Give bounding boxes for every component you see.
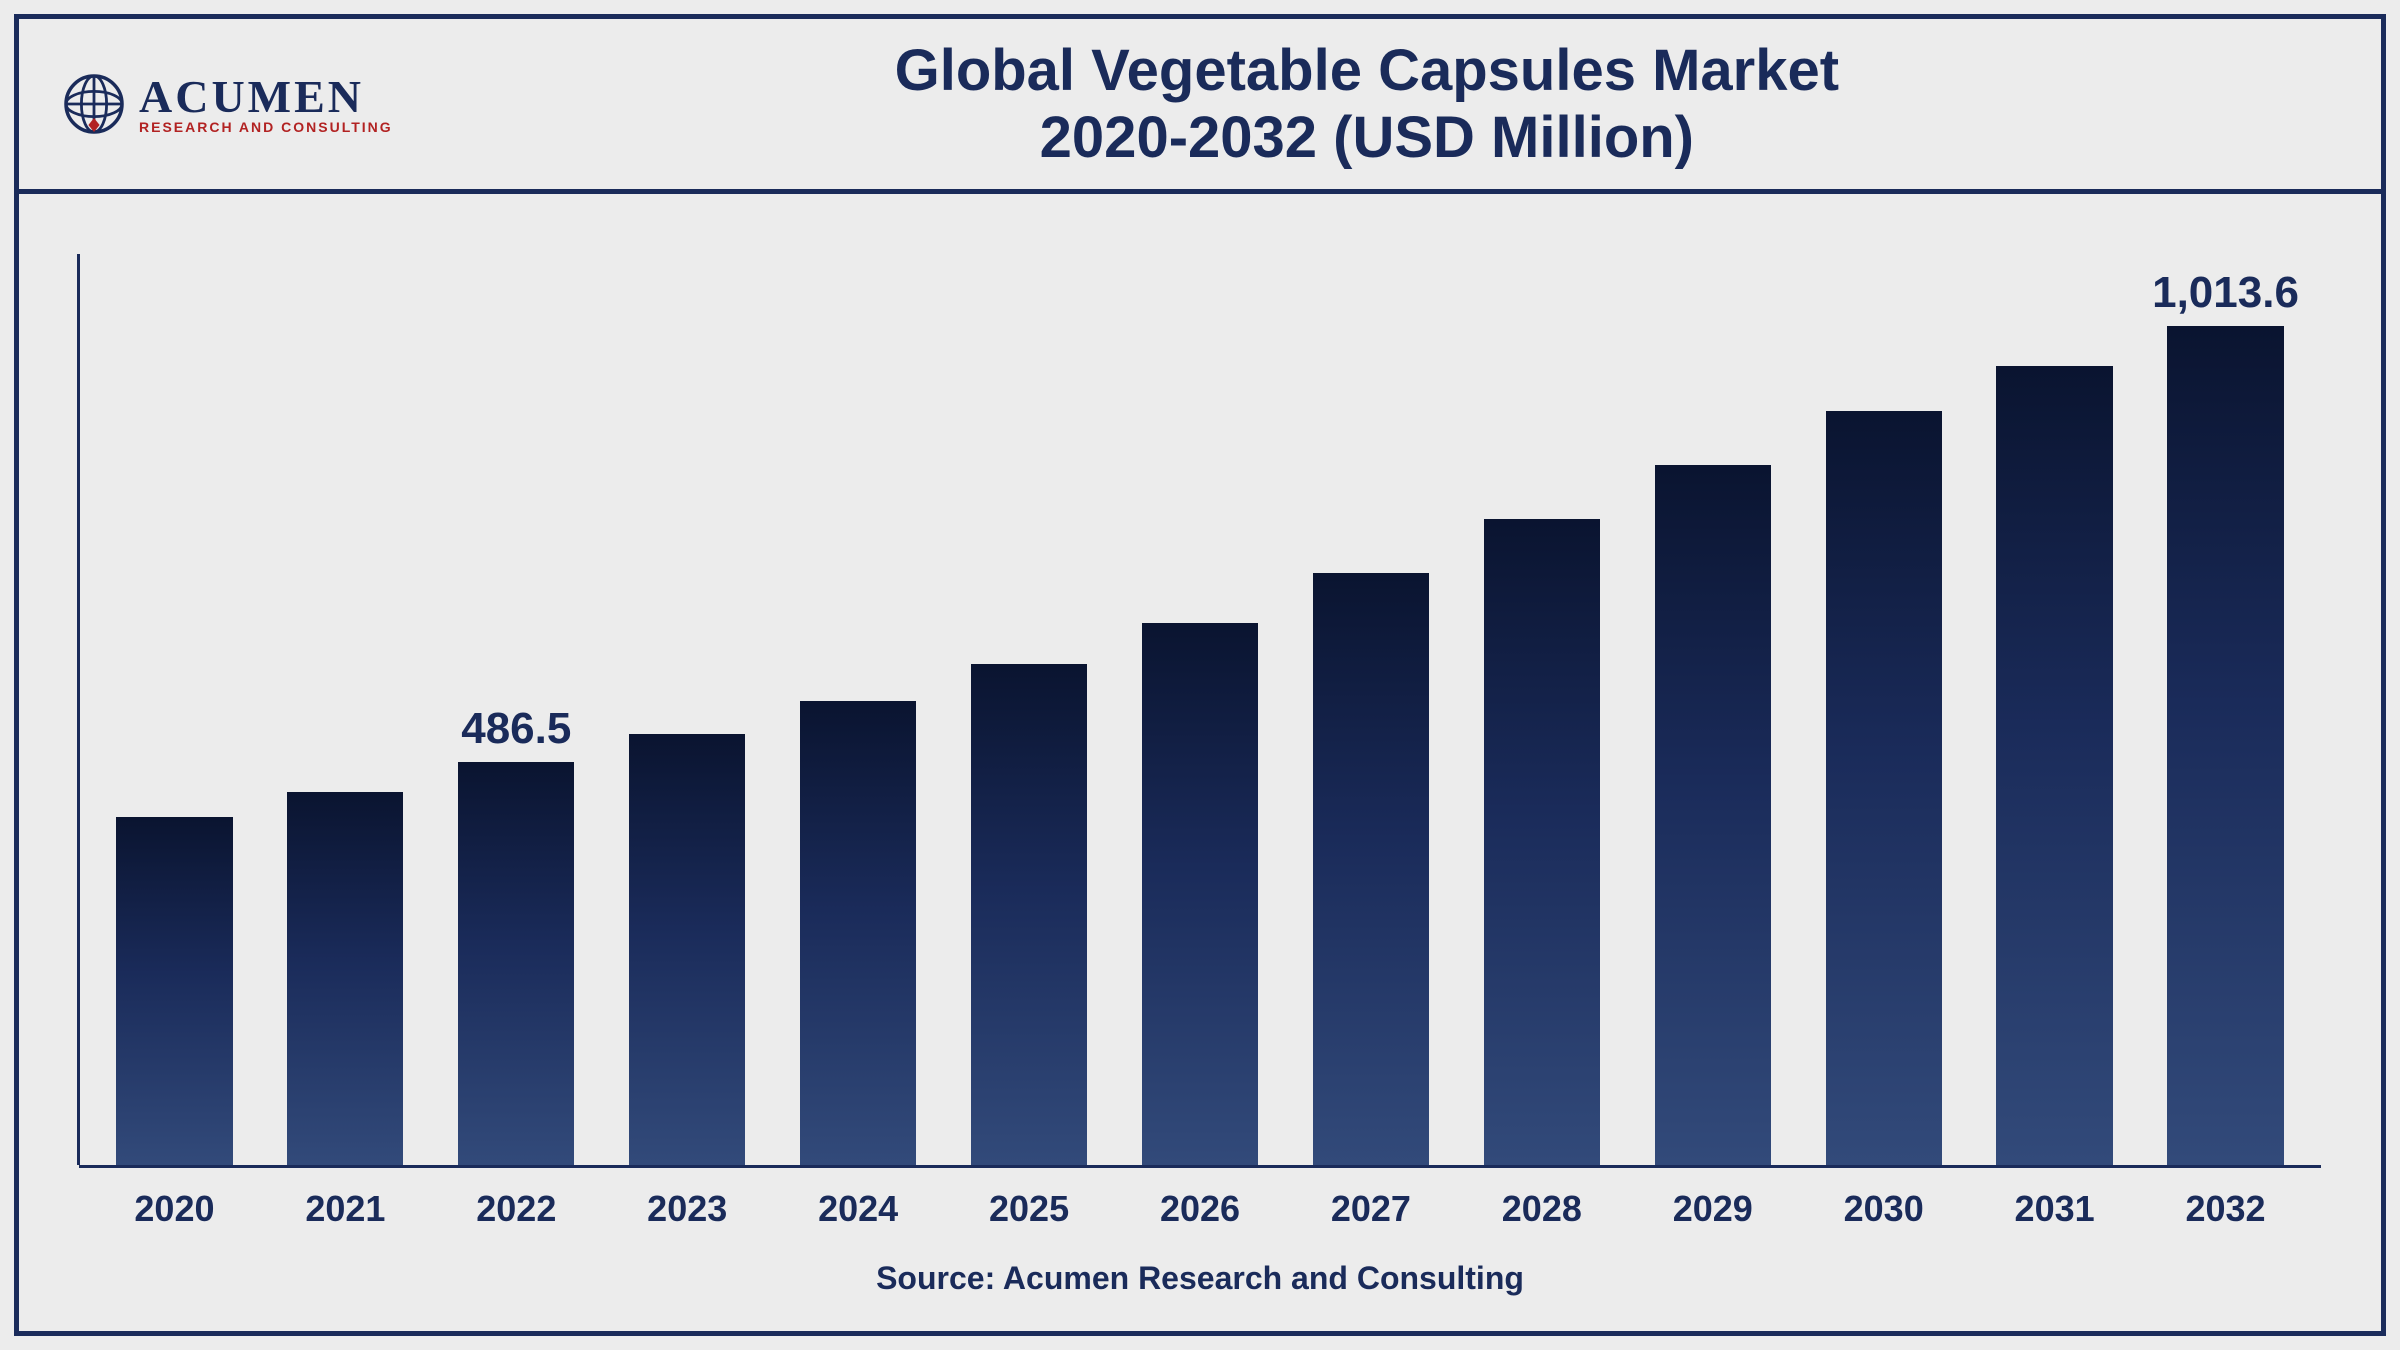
globe-icon: [59, 69, 129, 139]
bar: [1313, 573, 1429, 1165]
x-tick-label: 2023: [602, 1188, 773, 1230]
x-tick-label: 2026: [1115, 1188, 1286, 1230]
x-tick-label: 2020: [89, 1188, 260, 1230]
logo-sub: RESEARCH AND CONSULTING: [139, 120, 393, 134]
x-tick-label: 2024: [773, 1188, 944, 1230]
bar: [629, 734, 745, 1165]
title-line-1: Global Vegetable Capsules Market: [393, 37, 2341, 104]
logo-main: ACUMEN: [139, 74, 393, 120]
bar: [800, 701, 916, 1165]
plot-area: 486.5 1,013.6: [79, 254, 2321, 1168]
title-line-2: 2020-2032 (USD Million): [393, 104, 2341, 171]
bar-slot: [89, 254, 260, 1165]
source-text: Source: Acumen Research and Consulting: [79, 1260, 2321, 1311]
bar-slot: [1627, 254, 1798, 1165]
x-tick-label: 2022: [431, 1188, 602, 1230]
bar-slot: 1,013.6: [2140, 254, 2311, 1165]
x-tick-label: 2030: [1798, 1188, 1969, 1230]
x-tick-label: 2021: [260, 1188, 431, 1230]
x-tick-label: 2029: [1627, 1188, 1798, 1230]
x-tick-label: 2031: [1969, 1188, 2140, 1230]
bar: [1996, 366, 2112, 1165]
x-tick-label: 2025: [944, 1188, 1115, 1230]
bar-value-label: 486.5: [461, 704, 571, 762]
bar-slot: [260, 254, 431, 1165]
bar-slot: [773, 254, 944, 1165]
bars-container: 486.5 1,013.6: [79, 254, 2321, 1165]
bar-slot: [602, 254, 773, 1165]
x-tick-label: 2027: [1285, 1188, 1456, 1230]
logo: ACUMEN RESEARCH AND CONSULTING: [59, 69, 393, 139]
bar-slot: [1456, 254, 1627, 1165]
title-wrap: Global Vegetable Capsules Market 2020-20…: [393, 37, 2341, 171]
bar: [1484, 519, 1600, 1165]
x-axis: 2020202120222023202420252026202720282029…: [79, 1168, 2321, 1260]
bar-value-label: 1,013.6: [2152, 268, 2299, 326]
bar: [971, 664, 1087, 1165]
chart-zone: 486.51,013.6 202020212022202320242025202…: [19, 194, 2381, 1331]
bar: [1142, 623, 1258, 1165]
bar: 486.5: [458, 762, 574, 1165]
bar: [287, 792, 403, 1165]
bar-slot: [1798, 254, 1969, 1165]
bar-slot: [1969, 254, 2140, 1165]
outer-frame: ACUMEN RESEARCH AND CONSULTING Global Ve…: [14, 14, 2386, 1336]
bar-slot: [944, 254, 1115, 1165]
bar-slot: 486.5: [431, 254, 602, 1165]
bar-slot: [1285, 254, 1456, 1165]
logo-text: ACUMEN RESEARCH AND CONSULTING: [139, 74, 393, 134]
header: ACUMEN RESEARCH AND CONSULTING Global Ve…: [19, 19, 2381, 194]
bar: [1655, 465, 1771, 1165]
bar: [1826, 411, 1942, 1165]
bar: 1,013.6: [2167, 326, 2283, 1165]
bar: [116, 817, 232, 1165]
bar-slot: [1115, 254, 1286, 1165]
x-tick-label: 2032: [2140, 1188, 2311, 1230]
x-tick-label: 2028: [1456, 1188, 1627, 1230]
